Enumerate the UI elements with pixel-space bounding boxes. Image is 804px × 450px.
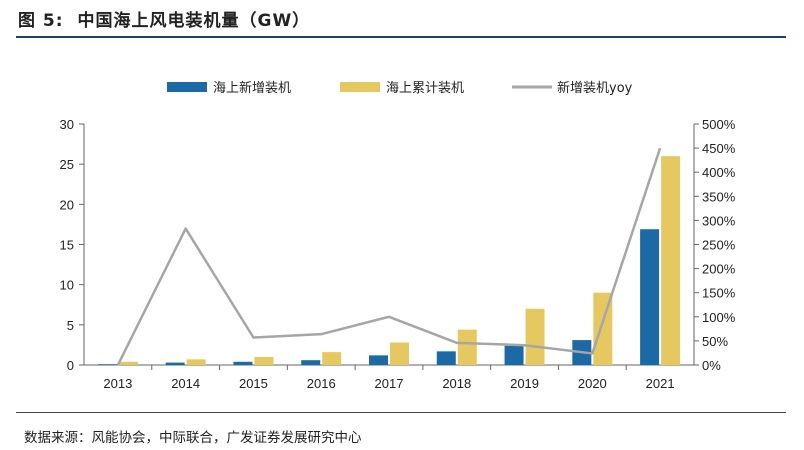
legend-label-new: 海上新增装机 xyxy=(213,80,291,96)
source-note: 数据来源：风能协会，中际联合，广发证券发展研究中心 xyxy=(24,430,362,446)
bar-cumulative-2014 xyxy=(186,359,206,365)
right-tick-label: 200% xyxy=(702,262,736,277)
bar-cumulative-2019 xyxy=(525,308,545,365)
left-tick-label: 25 xyxy=(60,157,74,172)
title-rule xyxy=(16,36,786,38)
right-tick-label: 0% xyxy=(702,358,721,373)
bar-cumulative-2018 xyxy=(457,329,477,365)
source-rule xyxy=(16,412,786,413)
left-tick-label: 20 xyxy=(60,197,74,212)
right-tick-label: 100% xyxy=(702,310,736,325)
bar-new-2017 xyxy=(369,355,388,365)
right-tick-label: 400% xyxy=(702,165,736,180)
right-tick-label: 50% xyxy=(702,334,728,349)
x-tick-label: 2017 xyxy=(375,376,404,391)
legend-swatch-new xyxy=(167,82,207,92)
bar-new-2018 xyxy=(436,351,456,365)
bar-new-2015 xyxy=(233,361,253,365)
left-tick-label: 10 xyxy=(60,278,74,293)
x-tick-label: 2013 xyxy=(103,376,132,391)
left-tick-label: 5 xyxy=(67,318,74,333)
figure-title-text: 中国海上风电装机量（GW） xyxy=(77,11,311,31)
x-tick-label: 2021 xyxy=(646,376,675,391)
right-tick-label: 300% xyxy=(702,213,736,228)
x-tick-label: 2015 xyxy=(239,376,268,391)
bar-cumulative-2021 xyxy=(661,156,681,365)
right-tick-label: 250% xyxy=(702,238,736,253)
bar-new-2019 xyxy=(504,345,524,365)
left-tick-label: 30 xyxy=(60,117,74,132)
right-tick-label: 350% xyxy=(702,189,736,204)
right-tick-label: 150% xyxy=(702,286,736,301)
right-tick-label: 500% xyxy=(702,117,736,132)
figure-label: 图 5: xyxy=(18,11,64,31)
x-tick-label: 2014 xyxy=(171,376,200,391)
x-tick-label: 2019 xyxy=(510,376,539,391)
left-tick-label: 0 xyxy=(67,358,74,373)
bar-new-2013 xyxy=(97,364,117,365)
chart-canvas: 0510152025300%50%100%150%200%250%300%350… xyxy=(60,80,736,391)
figure-title: 图 5: 中国海上风电装机量（GW） xyxy=(18,6,310,31)
right-tick-label: 450% xyxy=(702,141,736,156)
bar-new-2014 xyxy=(165,362,185,365)
legend-swatch-cumulative xyxy=(340,82,380,92)
bar-cumulative-2013 xyxy=(118,361,138,365)
bar-cumulative-2015 xyxy=(254,356,274,365)
bar-new-2021 xyxy=(640,229,660,365)
x-tick-label: 2018 xyxy=(442,376,471,391)
bar-new-2016 xyxy=(301,360,321,365)
legend-label-cumulative: 海上累计装机 xyxy=(386,81,464,96)
left-tick-label: 15 xyxy=(60,238,74,253)
x-tick-label: 2016 xyxy=(307,376,336,391)
bar-cumulative-2016 xyxy=(322,352,342,365)
x-tick-label: 2020 xyxy=(578,376,607,391)
bar-cumulative-2017 xyxy=(390,342,409,365)
line-yoy xyxy=(116,147,662,366)
legend-label-yoy: 新增装机yoy xyxy=(557,80,633,96)
